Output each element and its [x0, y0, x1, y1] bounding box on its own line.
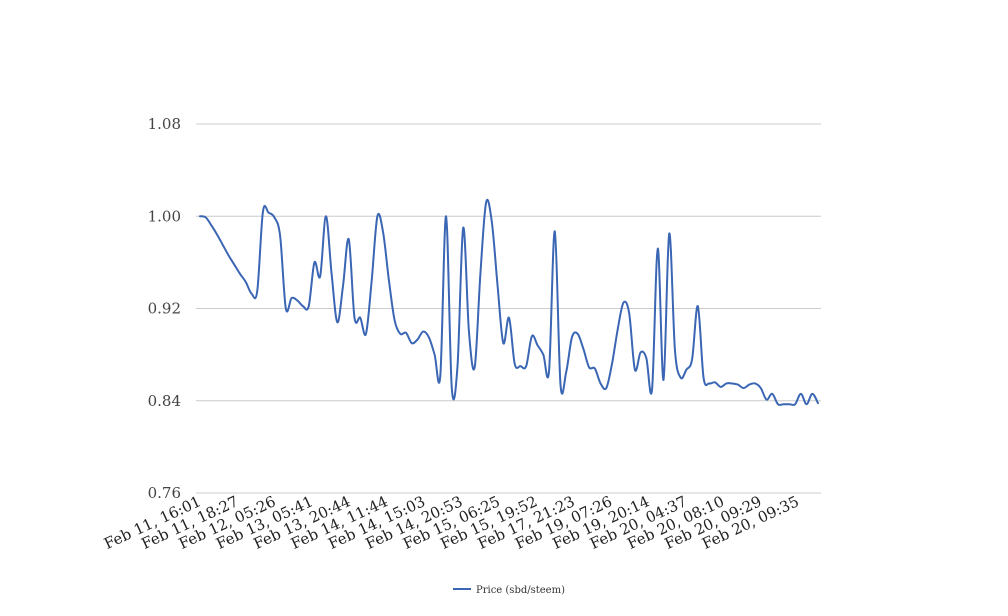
y-tick-label: 0.76 — [148, 484, 181, 502]
y-tick-label: 1.08 — [148, 115, 181, 133]
y-axis-ticks: 1.08 1.00 0.92 0.84 0.76 — [148, 115, 181, 502]
legend: Price (sbd/steem) — [453, 585, 565, 596]
series-lines — [199, 198, 819, 406]
series-line-price — [199, 198, 819, 406]
y-tick-label: 0.84 — [148, 392, 181, 410]
y-tick-label: 1.00 — [148, 207, 181, 225]
legend-label: Price (sbd/steem) — [476, 585, 565, 596]
gridlines — [196, 123, 821, 494]
y-tick-label: 0.92 — [148, 300, 181, 318]
